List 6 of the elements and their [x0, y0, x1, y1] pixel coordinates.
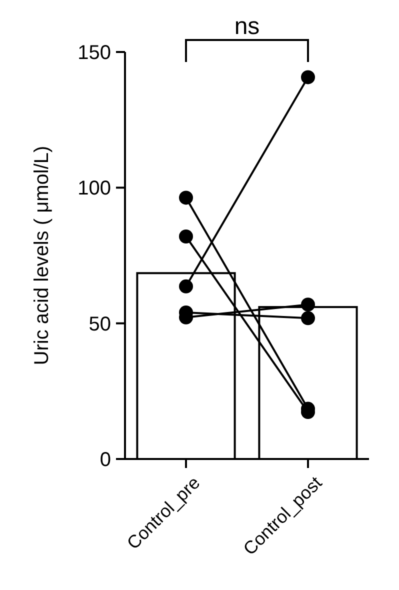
y-tick-label: 100	[78, 178, 111, 200]
y-tick-label: 50	[88, 313, 111, 336]
y-tick-label: 150	[78, 42, 111, 64]
y-axis-title: Uric acid levels ( μmol/L)	[31, 146, 53, 366]
text: ns	[234, 13, 260, 40]
y-tick-label: 0	[100, 449, 111, 471]
